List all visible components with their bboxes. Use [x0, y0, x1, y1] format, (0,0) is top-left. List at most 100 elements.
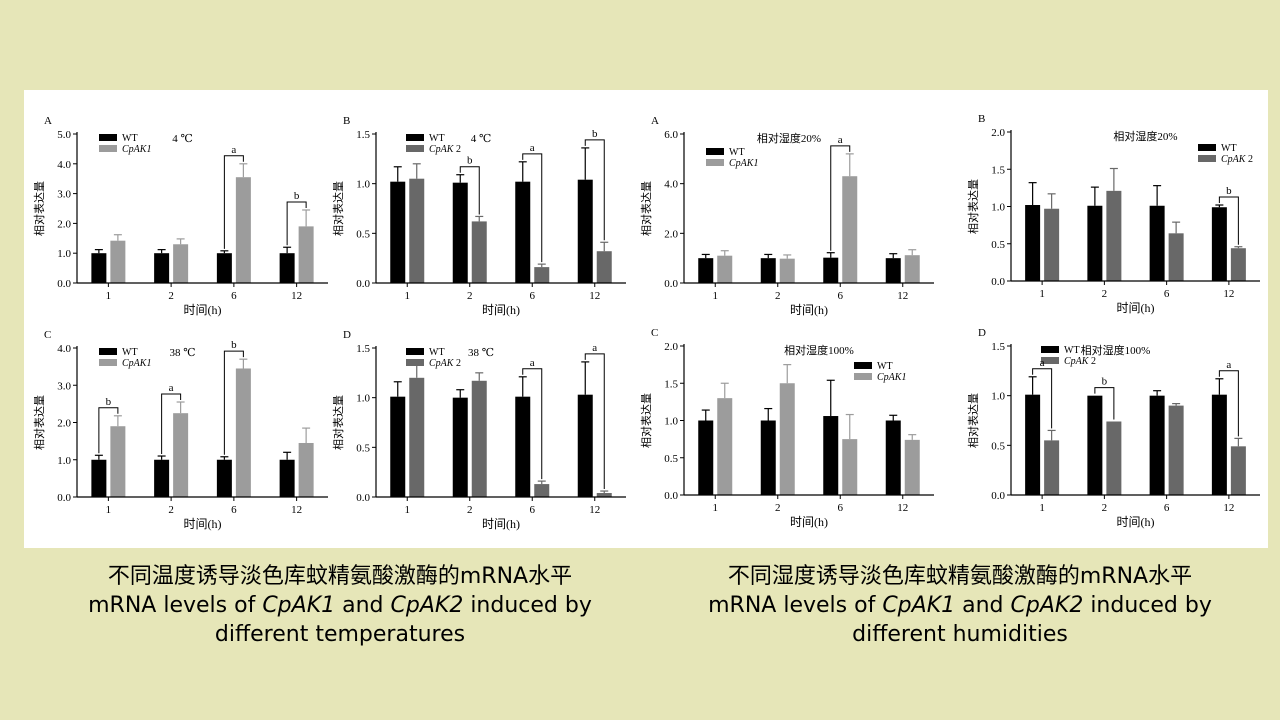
- chart-hum-D: 1 2 6 120.00.51.01.5时间(h)相对表达量D相对湿度100%WTCp…: [966, 327, 1260, 529]
- significance-label: a: [169, 382, 174, 394]
- y-tick-label: 4.0: [57, 343, 71, 355]
- x-tick-label: 6: [530, 290, 536, 302]
- legend-label: CpAK1: [729, 158, 758, 169]
- y-tick-label: 1.0: [356, 179, 370, 191]
- y-axis-label: 相对表达量: [32, 395, 46, 450]
- y-tick-label: 6.0: [664, 129, 678, 141]
- chart-title: 相对湿度100%: [1081, 343, 1151, 357]
- legend-label: CpAK 2: [429, 358, 461, 369]
- legend-swatch: [854, 362, 872, 369]
- x-tick-label: 2: [1102, 288, 1108, 300]
- significance-bracket: [459, 166, 480, 215]
- y-tick-label: 1.0: [57, 248, 71, 260]
- figure-panel: 1 2 6 12 0.0 1.0 2.0 3.0 4.0 5.0 时间(h) 相对表达量 A 4 ℃ WT C…: [24, 90, 1268, 548]
- x-tick-label: 1: [106, 504, 112, 516]
- legend-swatch: [854, 373, 872, 380]
- bar-wt-1: [698, 420, 714, 495]
- caption-zh: 不同温度诱导淡色库蚊精氨酸激酶的mRNA水平: [107, 564, 573, 589]
- bar-wt-2: [1087, 395, 1103, 495]
- y-tick-label: 0.5: [356, 442, 370, 454]
- x-tick-label: 12: [897, 290, 908, 302]
- y-tick-label: 2.0: [664, 341, 678, 353]
- bar-cpak-6: [1168, 405, 1184, 495]
- bar-cpak-1: [110, 426, 126, 497]
- significance-bracket: [223, 155, 244, 249]
- x-tick-label: 12: [291, 290, 302, 302]
- x-tick-label: 2: [775, 290, 781, 302]
- x-tick-label: 1: [713, 502, 719, 514]
- chart-title: 4 ℃: [471, 133, 492, 145]
- y-axis-label: 相对表达量: [966, 179, 980, 234]
- significance-bracket: [522, 368, 543, 480]
- legend-swatch: [706, 148, 724, 155]
- significance-bracket: [223, 350, 244, 455]
- bar-wt-6: [216, 459, 232, 497]
- legend-swatch: [1041, 357, 1059, 364]
- bar-cpak-1: [409, 377, 425, 497]
- x-tick-label: 12: [1223, 502, 1234, 514]
- significance-bracket: [1218, 370, 1239, 437]
- x-tick-label: 6: [530, 504, 536, 516]
- legend-label: CpAK 2: [429, 144, 461, 155]
- bar-wt-1: [390, 396, 406, 497]
- y-tick-label: 1.5: [991, 341, 1005, 353]
- y-tick-label: 3.0: [57, 189, 71, 201]
- bar-wt-6: [216, 253, 232, 283]
- x-tick-label: 2: [467, 504, 473, 516]
- bar-cpak-2: [471, 380, 487, 497]
- legend-swatch: [1198, 155, 1216, 162]
- bar-wt-2: [760, 420, 776, 495]
- significance-label: b: [1102, 376, 1108, 388]
- significance-label: a: [592, 342, 597, 354]
- x-tick-label: 1: [1039, 502, 1045, 514]
- panel-letter: B: [978, 113, 985, 125]
- y-tick-label: 0.5: [664, 453, 678, 465]
- legend-swatch: [406, 359, 424, 366]
- chart-title: 相对湿度20%: [1113, 129, 1177, 143]
- legend-swatch: [406, 134, 424, 141]
- y-tick-label: 0.5: [991, 239, 1005, 251]
- significance-label: a: [1226, 359, 1231, 371]
- y-tick-label: 1.5: [991, 164, 1005, 176]
- bar-cpak-2: [471, 221, 487, 283]
- chart-title: 38 ℃: [468, 347, 494, 359]
- significance-label: a: [838, 134, 843, 146]
- bar-cpak-12: [904, 439, 920, 495]
- y-tick-label: 0.5: [356, 228, 370, 240]
- bar-cpak-1: [1044, 440, 1060, 495]
- legend-label: CpAK1: [122, 358, 151, 369]
- y-tick-label: 1.0: [356, 393, 370, 405]
- bar-cpak-2: [1106, 421, 1122, 495]
- panel-letter: C: [44, 329, 51, 341]
- legend-label: WT: [729, 147, 745, 158]
- x-axis-label: 时间(h): [1117, 515, 1155, 529]
- caption-humidity: 不同湿度诱导淡色库蚊精氨酸激酶的mRNA水平 mRNA levels of Cp…: [660, 562, 1260, 649]
- bar-wt-12: [885, 420, 901, 495]
- x-tick-label: 6: [838, 502, 844, 514]
- significance-label: b: [294, 190, 300, 202]
- bar-cpak-6: [235, 368, 251, 497]
- bar-cpak-2: [173, 413, 189, 497]
- significance-bracket: [286, 201, 307, 246]
- y-axis-label: 相对表达量: [639, 181, 653, 236]
- bar-cpak-12: [596, 493, 612, 497]
- x-axis-label: 时间(h): [790, 515, 828, 529]
- significance-label: b: [106, 396, 112, 408]
- legend-label: WT: [122, 133, 138, 144]
- x-axis-label: 时间(h): [184, 517, 222, 531]
- significance-bracket: [1218, 196, 1239, 245]
- x-axis-label: 时间(h): [482, 303, 520, 317]
- y-axis-label: 相对表达量: [639, 393, 653, 448]
- y-axis-label: 相对表达量: [32, 181, 46, 236]
- bar-wt-2: [452, 397, 468, 497]
- significance-bracket: [522, 153, 543, 263]
- bar-wt-12: [577, 394, 593, 497]
- y-tick-label: 0.0: [356, 492, 370, 504]
- x-axis-label: 时间(h): [790, 303, 828, 317]
- legend-label: CpAK 2: [1221, 154, 1253, 165]
- chart-title: 相对湿度100%: [784, 343, 854, 357]
- x-tick-label: 1: [1039, 288, 1045, 300]
- bar-wt-1: [698, 258, 714, 283]
